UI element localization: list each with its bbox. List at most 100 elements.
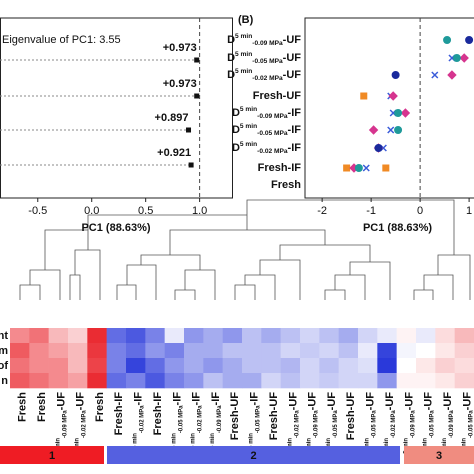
heatmap-cell [454,358,474,374]
heatmap-cell [416,343,436,359]
label-sup: 5 min [240,106,257,113]
label-part: D [232,124,240,136]
heatmap-cell [164,373,185,389]
heatmap-cell [300,343,320,359]
label-sub: -0.09 MPa [252,40,283,47]
point [394,109,403,117]
heatmap-cell [222,358,243,374]
x-tick-label: 1.0 [192,205,207,217]
label: D5 min-0.09 MPa-IF [232,106,301,120]
heatmap-cell [10,358,30,374]
heatmap-cell [377,373,397,389]
label-part: -IF [288,124,302,136]
label-part: -UF [423,392,435,411]
label-sup: 5 min [190,433,196,449]
heatmap-cell [261,358,281,374]
label-sup: 5 min [422,438,428,454]
heatmap-cell [68,373,88,389]
chart-title: Eigenvalue of PC1: 3.55 [2,34,121,46]
heatmap-cell [87,328,107,344]
panel-label: (B) [238,14,254,26]
value-label: +0.897 [155,112,189,124]
label: D5 min-0.02 MPa-UF [227,68,301,82]
point [360,92,368,100]
label-sup: 5 min [461,438,467,454]
label-sub: -0.09 MPa [410,410,416,438]
label-part: -IF [210,392,222,406]
label-sup: 5 min [132,433,138,449]
heatmap-cell [358,328,378,344]
label-part: -UF [307,392,319,411]
heatmap-cell [145,328,165,344]
point [194,57,200,63]
panel-b-frame [304,17,474,199]
heatmap-cell [164,328,185,344]
label: Fresh [271,179,301,191]
label-sub: -0.05 MPa [468,410,474,438]
label-part: -IF [191,392,203,406]
label-part: -UF [403,392,415,411]
heatmap-cell [242,373,262,389]
label: Fresh-IF [152,392,164,436]
heatmap-cell [29,373,49,389]
heatmap-cell [300,358,320,374]
label-sup: 5 min [287,438,293,454]
point [186,127,192,133]
label-sup: 5 min [210,433,216,449]
heatmap-cell [222,373,243,389]
heatmap-cell [87,343,107,359]
cluster-bar [107,446,400,464]
heatmap-cell [435,328,455,344]
label-sup: 5 min [403,438,409,454]
heatmap-cell [126,343,146,359]
label-sub: -0.09 MPa [313,410,319,438]
heatmap-cell [319,328,339,344]
cluster-label: 3 [436,450,442,462]
point [459,53,469,63]
heatmap-cell [145,358,165,374]
label-sub: -0.09 MPa [62,410,68,438]
label-sub: -0.02 MPa [391,410,397,438]
heatmap-cell [48,328,69,344]
heatmap-cell [377,343,397,359]
label-part: D [232,107,240,119]
label-sub: -0.05 MPa [252,58,283,65]
heatmap-cell [377,358,397,374]
heatmap-cell [338,358,359,374]
heatmap-cell [68,358,88,374]
label-sup: 5 min [240,141,257,148]
heatmap-cell [10,373,30,389]
heatmap-cell [319,358,339,374]
heatmap-cell [358,358,378,374]
dendrogram [19,199,471,300]
label-sub: -0.05 MPa [333,410,339,438]
point [447,70,457,80]
label-sub: -0.02 MPa [294,410,300,438]
point [387,126,395,134]
heatmap-cell [29,358,49,374]
heatmap-cell [184,343,204,359]
heatmap-cell [300,328,320,344]
label: Fresh [17,392,29,422]
label-part: -UF [283,52,302,64]
heatmap-cell [184,373,204,389]
label: D5 min-0.02 MPa-IF [232,141,301,155]
label-sup: 5 min [306,438,312,454]
heatmap-cell [87,358,107,374]
heatmap-cell [203,373,223,389]
heatmap-cell [416,373,436,389]
point [465,36,474,44]
heatmap-cell [396,373,417,389]
point [443,36,452,44]
label-sup: 5 min [240,123,257,130]
heatmap-cell [222,343,243,359]
heatmap-cell [396,328,417,344]
label: Fresh-IF [258,162,302,174]
label-sup: 5 min [171,433,177,449]
label-sup: 5 min [326,438,332,454]
point [391,71,400,79]
label-part: -UF [442,392,454,411]
label-sub: -0.09 MPa [449,410,455,438]
label: D5 min-0.09 MPa-UF [227,33,301,47]
